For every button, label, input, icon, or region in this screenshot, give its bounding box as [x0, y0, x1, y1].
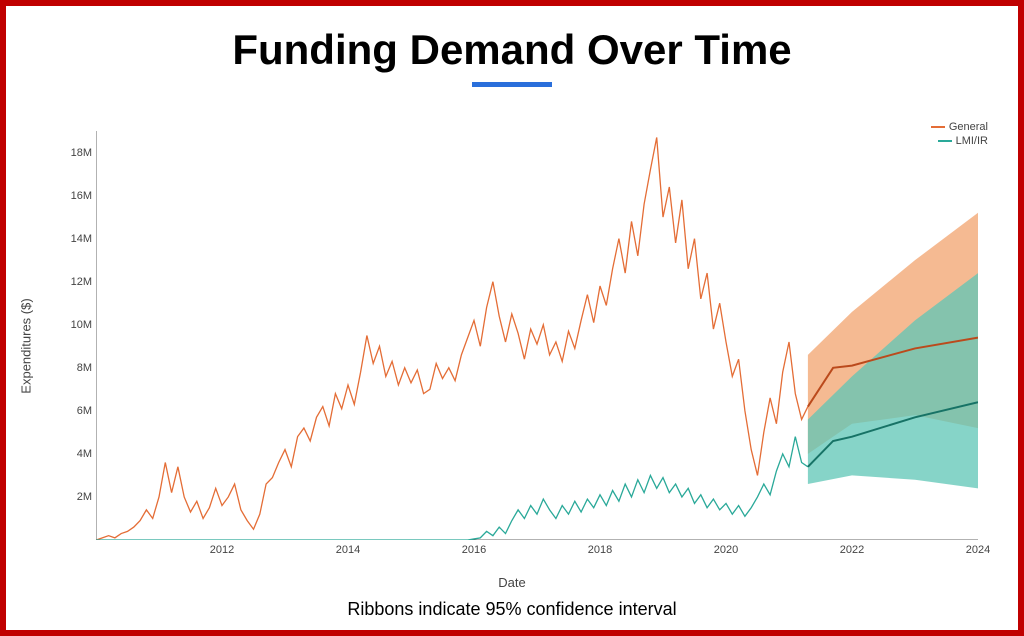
y-tick-label: 6M [77, 405, 92, 417]
y-tick-label: 4M [77, 448, 92, 460]
y-tick-label: 18M [71, 147, 92, 159]
y-tick-label: 8M [77, 362, 92, 374]
x-tick-label: 2012 [210, 544, 234, 556]
x-axis-label: Date [498, 575, 525, 590]
x-tick-label: 2016 [462, 544, 486, 556]
y-axis-label: Expenditures ($) [19, 298, 34, 393]
y-tick-label: 14M [71, 233, 92, 245]
x-tick-label: 2018 [588, 544, 612, 556]
title-underline [472, 82, 552, 87]
plot-svg [96, 131, 978, 540]
x-tick-label: 2022 [840, 544, 864, 556]
y-tick-label: 2M [77, 491, 92, 503]
slide-frame: Funding Demand Over Time General LMI/IR … [0, 0, 1024, 636]
y-tick-label: 12M [71, 276, 92, 288]
chart-area: General LMI/IR Expenditures ($) Date 2M4… [36, 121, 988, 570]
x-tick-label: 2024 [966, 544, 990, 556]
legend-swatch-general [931, 126, 945, 128]
x-tick-label: 2014 [336, 544, 360, 556]
chart-title: Funding Demand Over Time [6, 26, 1018, 74]
x-tick-label: 2020 [714, 544, 738, 556]
y-tick-label: 10M [71, 319, 92, 331]
chart-caption: Ribbons indicate 95% confidence interval [6, 599, 1018, 620]
y-tick-label: 16M [71, 190, 92, 202]
